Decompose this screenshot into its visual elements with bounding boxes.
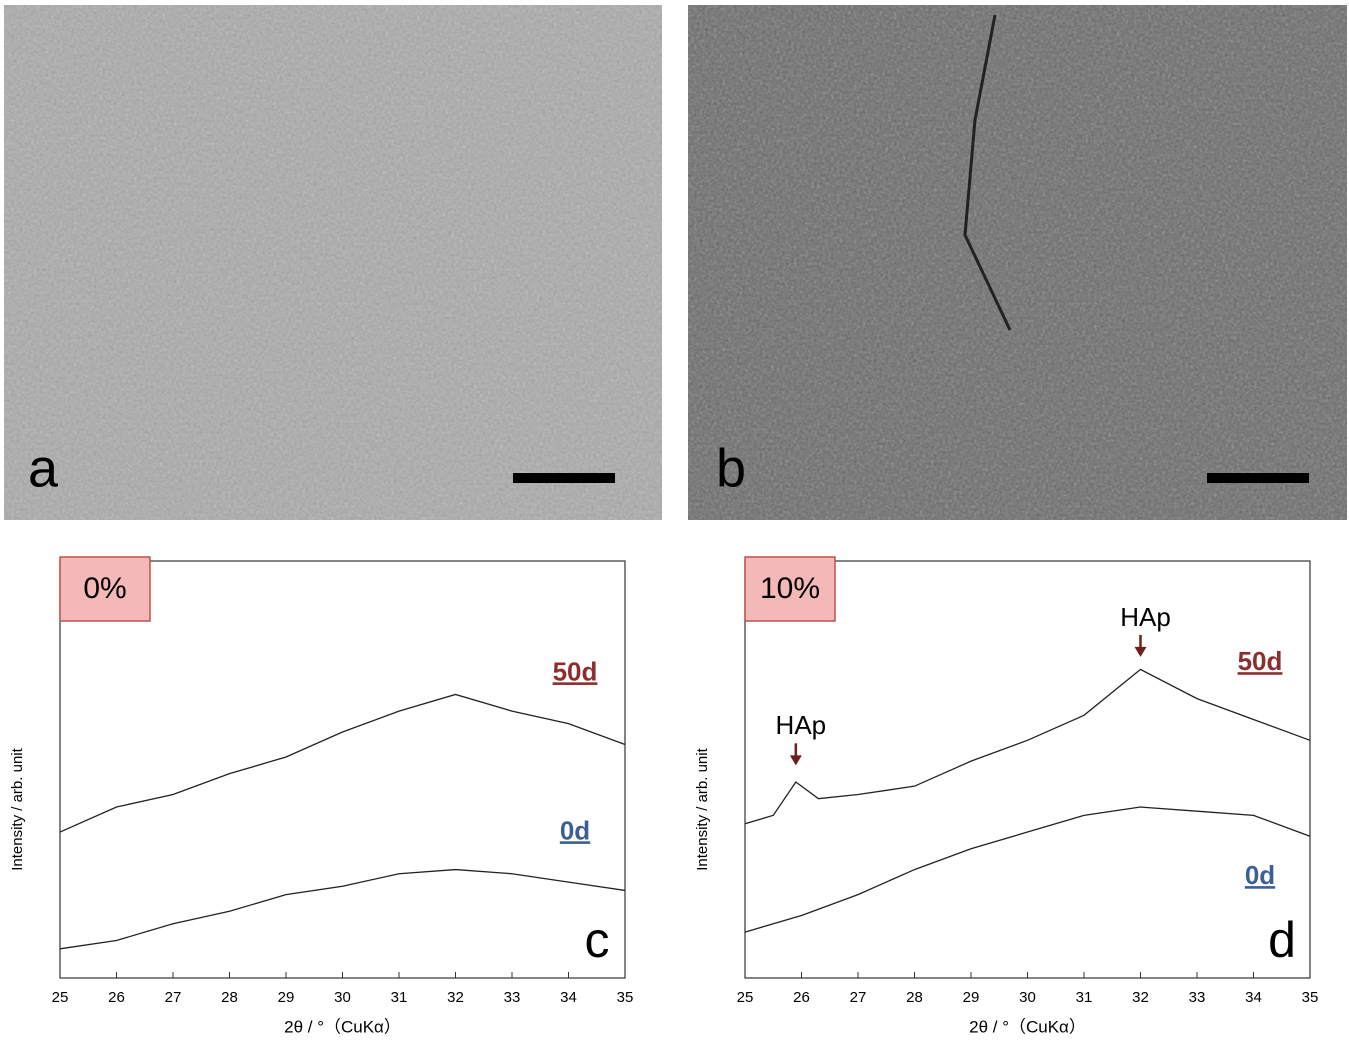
series-line <box>744 668 1311 825</box>
x-tick-label: 26 <box>793 989 810 1006</box>
tag-box <box>59 556 151 622</box>
x-tick-label: 32 <box>447 989 464 1006</box>
x-tick-label: 29 <box>963 989 980 1006</box>
series-label: 50d <box>1238 646 1283 676</box>
x-tick-label: 28 <box>221 989 238 1006</box>
plot-frame <box>744 560 1311 979</box>
annotation-arrowhead <box>789 755 802 766</box>
x-tick-label: 33 <box>1189 989 1206 1006</box>
plot-frame <box>59 560 626 979</box>
x-tick-label: 28 <box>906 989 923 1006</box>
x-tick-label: 31 <box>391 989 408 1006</box>
scale-bar <box>1207 473 1309 483</box>
x-tick-label: 25 <box>52 989 69 1006</box>
series-line <box>744 806 1311 933</box>
x-tick-label: 35 <box>1302 989 1319 1006</box>
x-tick-label: 30 <box>334 989 351 1006</box>
x-tick-label: 31 <box>1076 989 1093 1006</box>
scale-bar <box>513 473 615 483</box>
series-line <box>59 693 626 833</box>
panel-label: d <box>1268 912 1296 968</box>
series-label: 0d <box>560 815 590 845</box>
annotation-text: HAp <box>1120 602 1171 632</box>
y-axis-label: Intensity / arb. unit <box>694 747 711 870</box>
series-label: 50d <box>553 656 598 686</box>
x-tick-label: 27 <box>165 989 182 1006</box>
x-tick-label: 30 <box>1019 989 1036 1006</box>
annotation-text: HAp <box>776 710 827 740</box>
x-axis-label: 2θ / °（CuKα） <box>284 1017 401 1036</box>
x-tick-label: 35 <box>617 989 634 1006</box>
x-axis-label: 2θ / °（CuKα） <box>969 1017 1086 1036</box>
series-label: 0d <box>1245 860 1275 890</box>
annotation-arrowhead <box>1134 646 1147 657</box>
x-tick-label: 27 <box>850 989 867 1006</box>
tag-box <box>744 556 836 622</box>
panel-label: b <box>716 438 746 498</box>
x-tick-label: 32 <box>1132 989 1149 1006</box>
sem-image-a: a <box>4 5 662 520</box>
x-tick-label: 29 <box>278 989 295 1006</box>
panel-label: a <box>28 438 59 498</box>
tag-text: 10% <box>760 572 820 605</box>
tag-text: 0% <box>83 572 126 605</box>
panel-label: c <box>585 912 610 968</box>
y-axis-label: Intensity / arb. unit <box>9 747 26 870</box>
x-tick-label: 34 <box>560 989 577 1006</box>
x-tick-label: 26 <box>108 989 125 1006</box>
x-tick-label: 25 <box>737 989 754 1006</box>
series-line <box>59 868 626 950</box>
sem-image-b: b <box>688 5 1347 520</box>
x-tick-label: 33 <box>504 989 521 1006</box>
x-tick-label: 34 <box>1245 989 1262 1006</box>
